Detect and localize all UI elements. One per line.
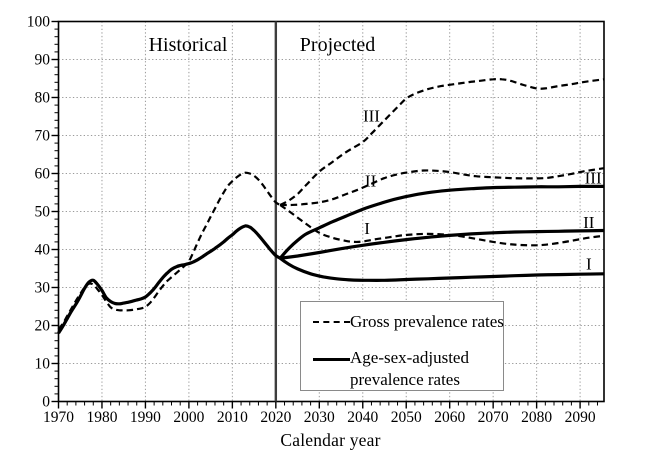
legend-entry-gross: Gross prevalence rates (313, 311, 504, 332)
x-tick-label: 1970 (43, 409, 74, 426)
series-adjusted-projected-ii-path (280, 228, 605, 260)
legend-entry-adjusted: Age-sex-adjusted prevalence rates (313, 347, 497, 390)
curve-label: II (365, 171, 377, 190)
legend-label-adjusted: Age-sex-adjusted prevalence rates (350, 347, 469, 390)
y-tick-label: 80 (35, 90, 51, 107)
x-tick-label: 2050 (391, 409, 422, 426)
region-label-projected: Projected (300, 34, 376, 56)
y-tick-label: 20 (35, 318, 51, 335)
curve-label: III (363, 107, 380, 126)
series-gross-projected-i-path (279, 204, 605, 247)
x-tick-label: 2070 (478, 409, 509, 426)
x-tick-label: 2010 (217, 409, 248, 426)
legend-label-adjusted-line1: Age-sex-adjusted (350, 348, 469, 368)
curve-label: I (364, 219, 370, 238)
y-tick-label: 90 (35, 52, 51, 69)
series-adjusted-projected-iii-path (278, 184, 604, 260)
legend-label-adjusted-line2: prevalence rates (350, 369, 460, 389)
x-tick-label: 2090 (565, 409, 596, 426)
y-tick-label: 10 (35, 356, 51, 373)
curve-label: III (585, 169, 602, 188)
x-tick-label: 2000 (173, 409, 204, 426)
x-tick-label: 2030 (304, 409, 335, 426)
y-tick-label: 50 (35, 204, 51, 221)
y-tick-label: 70 (35, 128, 51, 145)
x-tick-label: 2040 (347, 409, 378, 426)
series-gross-historical-path (57, 171, 281, 330)
curve-label: I (586, 255, 592, 274)
y-tick-label: 100 (27, 14, 51, 31)
region-label-historical: Historical (149, 34, 228, 56)
series-gross-projected-ii-path (280, 167, 605, 207)
x-tick-label: 1980 (86, 409, 117, 426)
legend-label-gross: Gross prevalence rates (350, 312, 504, 331)
x-tick-label: 1990 (130, 409, 161, 426)
series-adjusted-historical-path (57, 224, 281, 334)
dashed-line-sample-icon (313, 320, 350, 323)
solid-line-sample-icon (313, 358, 350, 362)
legend-box: Gross prevalence rates Age-sex-adjusted p… (300, 301, 504, 391)
y-tick-label: 40 (35, 242, 51, 259)
curve-label: II (583, 213, 595, 232)
x-tick-label: 2060 (434, 409, 465, 426)
y-tick-label: 60 (35, 166, 51, 183)
x-tick-label: 2080 (521, 409, 552, 426)
x-tick-label: 2020 (260, 409, 291, 426)
series-adjusted-projected-i-path (279, 256, 605, 282)
series-gross-projected-iii-path (279, 77, 605, 206)
y-tick-label: 30 (35, 280, 51, 297)
y-tick-label: 0 (42, 394, 50, 411)
x-axis-title: Calendar year (280, 430, 381, 450)
